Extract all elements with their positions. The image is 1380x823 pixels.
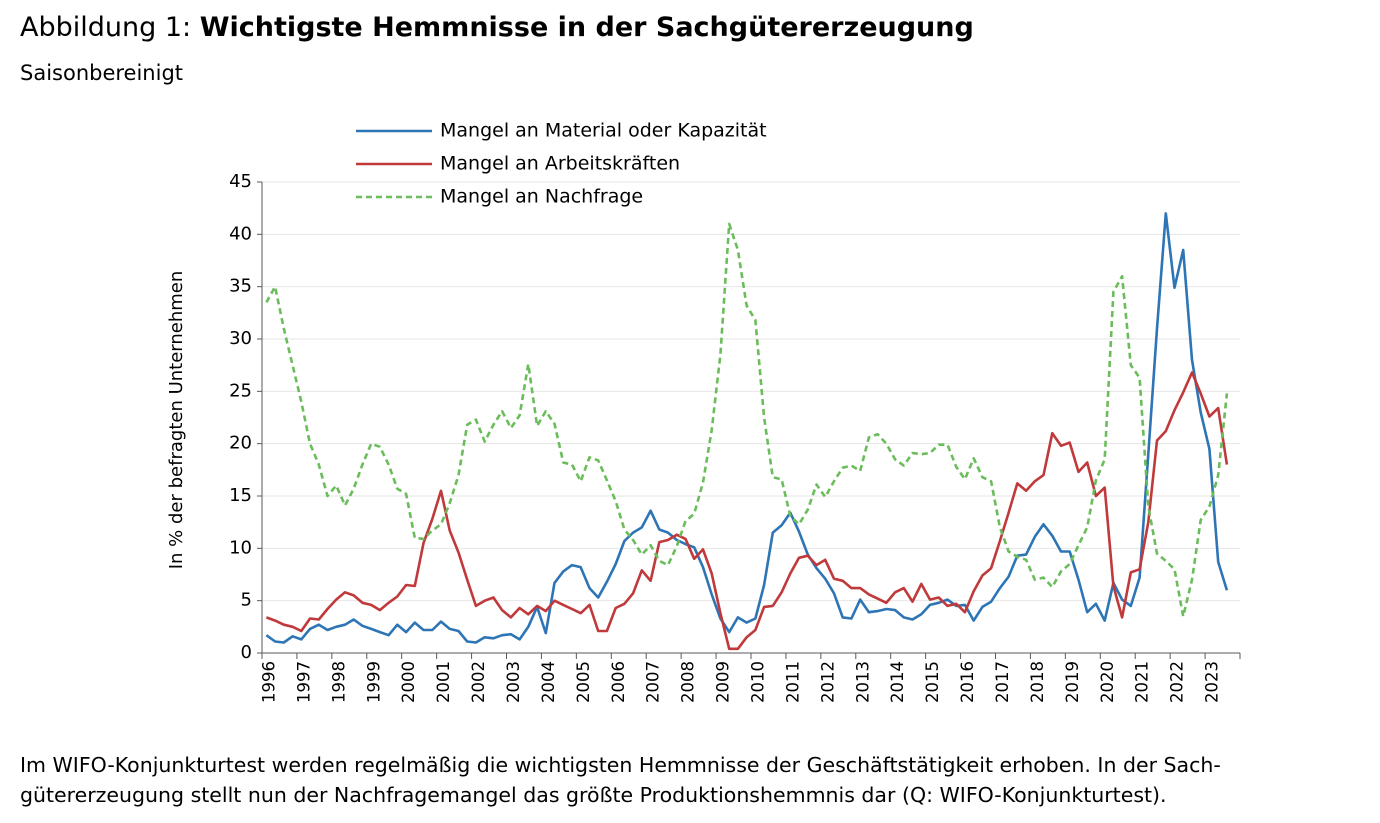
title-bold: Wichtigste Hemmnisse in der Sachgütererz…: [199, 12, 974, 43]
title-prefix: Abbildung 1:: [20, 12, 200, 43]
x-tick-label: 2003: [504, 661, 523, 703]
x-axis-ticks: 1996 1997 1998 1999 2000 2001 2002 2003 2004 2005…: [260, 653, 1241, 703]
y-axis-label: In % der befragten Unternehmen: [166, 271, 187, 570]
x-tick-label: 1996: [260, 661, 279, 703]
legend-label: Mangel an Nachfrage: [440, 186, 643, 208]
chart-title: Abbildung 1: Wichtigste Hemmnisse in der…: [20, 12, 974, 43]
x-tick-label: 2004: [539, 661, 558, 703]
x-tick-label: 2011: [783, 661, 802, 703]
legend: Mangel an Material oder Kapazität Mangel …: [356, 120, 767, 208]
caption-text: Im WIFO-Konjunkturtest werden regelmäßig…: [20, 753, 1221, 807]
y-tick-label: 30: [229, 328, 252, 349]
series-line-1: [265, 212, 1229, 644]
y-tick-label: 35: [229, 276, 252, 297]
x-tick-label: 1999: [364, 661, 383, 703]
series-line-2: [265, 371, 1229, 651]
y-tick-label: 10: [229, 537, 252, 558]
x-tick-label: 2014: [888, 661, 907, 703]
y-tick-label: 40: [229, 223, 252, 244]
x-tick-label: 2021: [1133, 661, 1152, 703]
x-tick-label: 2010: [749, 661, 768, 703]
legend-label: Mangel an Material oder Kapazität: [440, 120, 767, 142]
y-tick-label: 0: [241, 642, 252, 663]
y-tick-label: 25: [229, 380, 252, 401]
legend-label: Mangel an Arbeitskräften: [440, 153, 680, 175]
series-line-3: [265, 222, 1229, 618]
y-tick-label: 20: [229, 433, 252, 454]
x-tick-label: 2018: [1028, 661, 1047, 703]
x-tick-label: 2006: [609, 661, 628, 703]
series-lines: [265, 212, 1229, 651]
x-tick-label: 2005: [574, 661, 593, 703]
x-tick-label: 2007: [644, 661, 663, 703]
x-tick-label: 2012: [818, 661, 837, 703]
x-tick-label: 1998: [329, 661, 348, 703]
x-tick-label: 2009: [714, 661, 733, 703]
grid-lines: [262, 181, 1240, 602]
x-tick-label: 2008: [679, 661, 698, 703]
y-tick-label: 5: [241, 590, 252, 611]
x-tick-label: 2019: [1063, 661, 1082, 703]
x-tick-label: 2001: [434, 661, 453, 703]
x-tick-label: 2020: [1098, 661, 1117, 703]
x-tick-label: 2022: [1168, 661, 1187, 703]
x-tick-label: 1997: [294, 661, 313, 703]
y-tick-label: 45: [229, 171, 252, 192]
x-tick-label: 2016: [958, 661, 977, 703]
x-tick-label: 2002: [469, 661, 488, 703]
x-tick-label: 2000: [399, 661, 418, 703]
chart-subtitle: Saisonbereinigt: [20, 61, 184, 85]
x-tick-label: 2023: [1203, 661, 1222, 703]
x-tick-label: 2015: [923, 661, 942, 703]
x-tick-label: 2017: [993, 661, 1012, 703]
y-axis-ticks: 0 5 10 15 20 25 30 35 40 45: [229, 171, 262, 663]
y-tick-label: 15: [229, 485, 252, 506]
axes: [261, 182, 1240, 654]
x-tick-label: 2013: [853, 661, 872, 703]
